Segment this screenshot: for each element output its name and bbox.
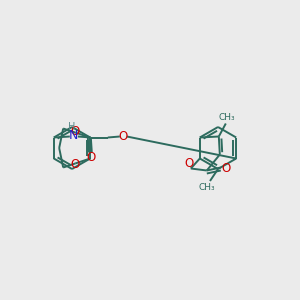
Text: O: O	[118, 130, 128, 143]
Text: CH₃: CH₃	[199, 184, 215, 193]
Text: N: N	[69, 129, 79, 142]
Text: O: O	[86, 151, 95, 164]
Text: H: H	[68, 122, 76, 133]
Text: O: O	[221, 162, 230, 175]
Text: O: O	[70, 158, 80, 171]
Text: O: O	[70, 125, 80, 138]
Text: CH₃: CH₃	[218, 113, 235, 122]
Text: O: O	[184, 157, 194, 170]
